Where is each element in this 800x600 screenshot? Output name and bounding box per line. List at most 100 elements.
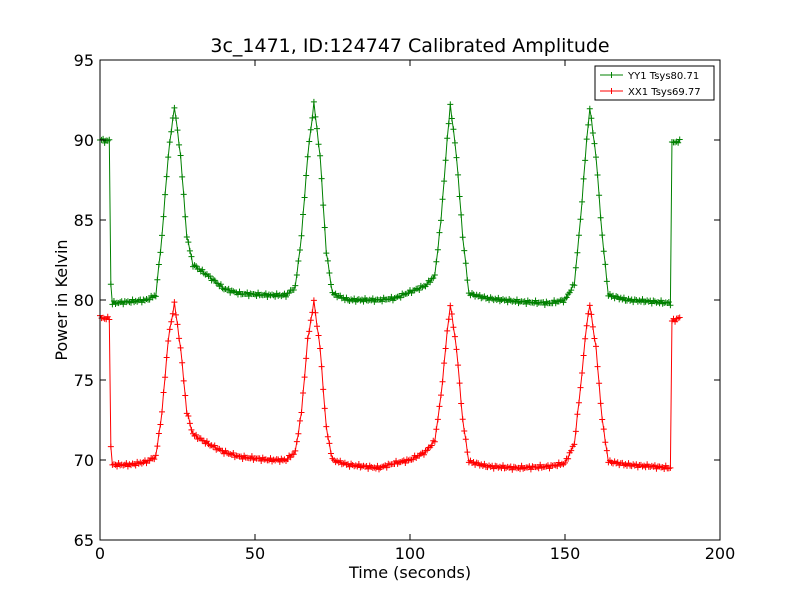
legend-marker — [608, 88, 615, 94]
data-point — [546, 465, 553, 472]
x-tick-label: 0 — [95, 544, 105, 563]
data-point — [239, 456, 246, 462]
data-point — [323, 250, 330, 257]
data-point — [332, 290, 339, 297]
data-point — [296, 247, 303, 253]
data-point — [593, 343, 599, 350]
data-point — [182, 392, 189, 399]
data-point — [568, 287, 575, 294]
data-point — [304, 335, 311, 342]
data-point — [309, 114, 316, 121]
data-point — [586, 105, 593, 112]
legend-label: XX1 Tsys69.77 — [628, 87, 701, 98]
data-point — [177, 344, 184, 351]
data-point — [293, 271, 300, 278]
data-point — [603, 278, 610, 285]
data-point — [658, 297, 665, 304]
data-point — [589, 323, 596, 330]
data-point — [675, 139, 682, 146]
data-point — [458, 400, 465, 407]
data-point — [310, 98, 317, 105]
data-point — [436, 403, 443, 410]
data-point — [583, 136, 590, 143]
data-point — [157, 249, 164, 256]
data-point — [464, 449, 471, 456]
data-point — [123, 460, 130, 467]
data-point — [455, 171, 462, 178]
data-point — [410, 456, 417, 463]
data-point — [300, 211, 307, 218]
data-point — [163, 354, 170, 361]
data-point — [582, 157, 589, 164]
data-point — [438, 392, 444, 399]
data-point — [439, 196, 446, 203]
data-point — [416, 287, 423, 293]
data-point — [461, 247, 468, 254]
data-point — [317, 152, 324, 159]
x-axis-label: Time (seconds) — [348, 563, 471, 582]
x-tick-label: 200 — [705, 544, 736, 563]
data-point — [445, 316, 452, 323]
data-point — [676, 136, 683, 143]
data-point — [152, 293, 159, 300]
y-tick-label: 90 — [74, 131, 94, 150]
data-point — [585, 310, 592, 317]
data-point — [151, 456, 158, 463]
data-point — [451, 333, 458, 340]
data-point — [481, 460, 488, 467]
data-point — [560, 299, 567, 306]
data-point — [162, 374, 169, 381]
data-point — [450, 324, 457, 331]
data-point — [287, 454, 294, 461]
data-point — [186, 247, 193, 254]
data-point — [551, 297, 558, 304]
data-point — [620, 294, 627, 301]
data-point — [327, 281, 334, 288]
y-axis: 65 70 75 80 85 90 95 — [74, 51, 720, 550]
data-point — [597, 214, 604, 221]
data-point — [312, 309, 319, 316]
data-point — [185, 412, 192, 419]
data-point — [438, 217, 444, 224]
data-point — [157, 421, 164, 428]
data-point — [575, 232, 582, 239]
y-tick-label: 85 — [74, 211, 94, 230]
data-point — [428, 442, 435, 449]
data-point — [568, 447, 575, 454]
data-point — [217, 281, 224, 288]
data-point — [248, 453, 255, 460]
data-point — [661, 465, 668, 472]
data-point — [402, 460, 409, 466]
data-point — [327, 450, 334, 457]
data-point — [165, 338, 172, 345]
data-point — [565, 455, 572, 462]
data-point — [290, 287, 297, 294]
data-point — [585, 121, 592, 128]
data-point — [323, 423, 330, 430]
data-point — [599, 232, 606, 239]
data-point — [600, 248, 607, 255]
data-point — [602, 439, 609, 446]
data-point — [146, 296, 153, 303]
data-point — [447, 302, 454, 309]
data-point — [128, 299, 134, 306]
data-point — [444, 327, 451, 334]
data-point — [315, 141, 322, 148]
data-point — [276, 458, 283, 465]
data-point — [306, 138, 313, 145]
data-point — [304, 153, 311, 160]
data-point — [169, 310, 176, 317]
data-point — [107, 443, 114, 450]
data-point — [513, 296, 520, 303]
data-point — [532, 297, 539, 304]
data-point — [132, 462, 139, 469]
data-point — [393, 457, 400, 464]
series-markers-0 — [97, 98, 683, 309]
y-axis-label: Power in Kelvin — [52, 239, 71, 360]
data-point — [253, 293, 260, 300]
data-point — [179, 359, 186, 366]
data-point — [321, 405, 328, 412]
data-point — [306, 328, 313, 335]
data-point — [431, 438, 438, 445]
